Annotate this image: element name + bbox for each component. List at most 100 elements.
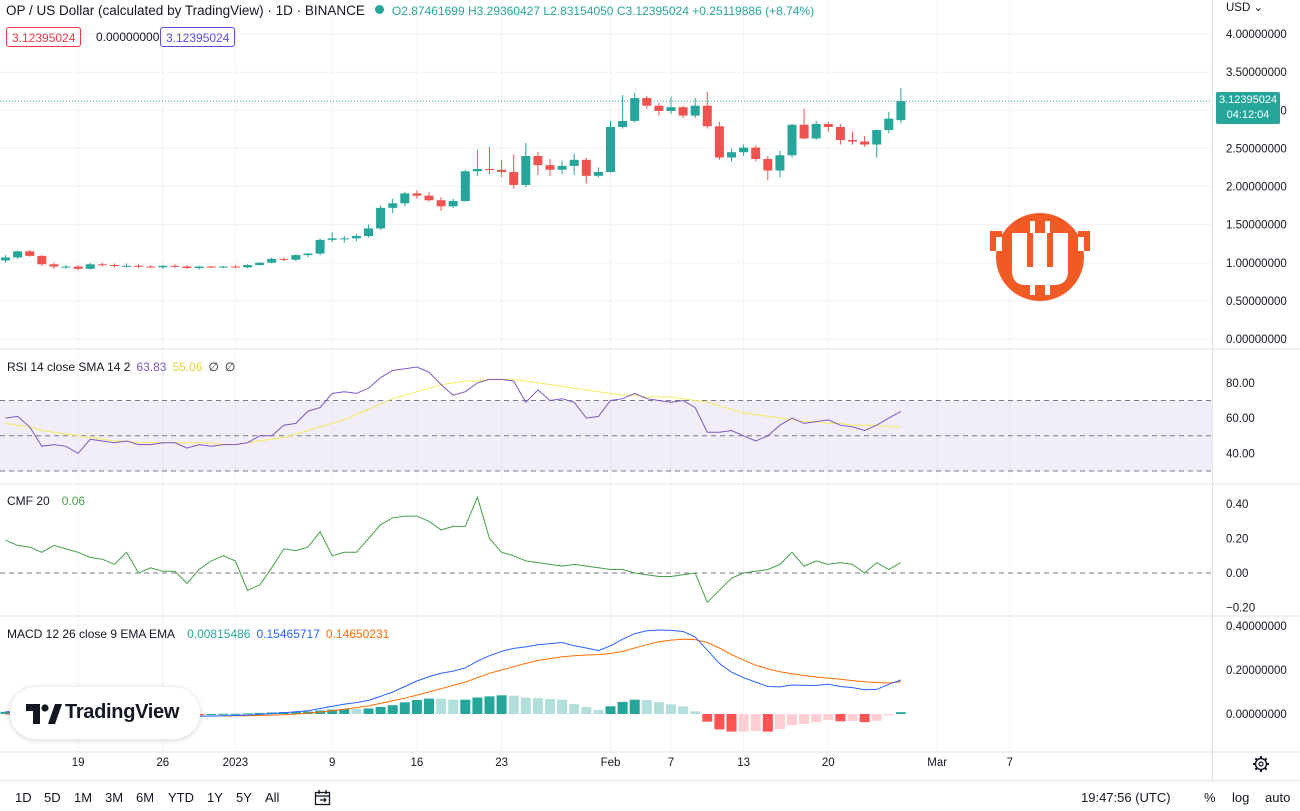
candle-body <box>872 130 882 145</box>
candle-body <box>472 168 482 172</box>
cmf-line <box>5 495 902 604</box>
candle-body <box>799 124 809 139</box>
macd-histogram-bar <box>448 699 459 714</box>
candle-body <box>739 147 749 153</box>
price-chip-neutral: 0.00000000 <box>96 30 160 44</box>
macd-histogram-bar <box>532 698 543 714</box>
macd-hist-value: 0.00815486 <box>187 627 251 641</box>
candle-body <box>521 156 531 185</box>
macd-histogram-bar <box>653 702 664 714</box>
rsi-tick-label: 60.00 <box>1226 413 1255 425</box>
gear-ring <box>1254 757 1268 771</box>
candle-body <box>690 105 700 116</box>
auto-toggle[interactable]: auto <box>1265 790 1291 805</box>
candle-body <box>37 255 47 265</box>
timeframe-all[interactable]: All <box>265 790 280 805</box>
macd-legend[interactable]: MACD 12 26 close 9 EMA EMA 0.00815486 0.15… <box>7 627 389 641</box>
macd-histogram-bar <box>399 702 410 714</box>
date-range-icon[interactable] <box>314 789 332 806</box>
macd-histogram-bar <box>617 701 628 714</box>
candle-body <box>412 193 422 196</box>
watermark-logo-icon <box>990 213 1090 301</box>
timeframe-5y[interactable]: 5Y <box>236 790 252 805</box>
macd-tick-label: 0.40000000 <box>1226 621 1287 633</box>
rsi-sma-value: 55.06 <box>172 360 203 374</box>
symbol-legend: OP / US Dollar (calculated by TradingVie… <box>6 3 814 18</box>
ohlc-open: O2.87461699 <box>391 4 465 18</box>
gear-hub <box>1258 761 1264 767</box>
tradingview-logo-icon <box>26 704 62 724</box>
macd-histogram-bar <box>726 714 737 732</box>
candle-body <box>327 238 337 240</box>
symbol-title[interactable]: OP / US Dollar (calculated by TradingVie… <box>6 3 365 18</box>
tradingview-logo[interactable]: TradingView <box>10 687 200 739</box>
macd-histogram-bar <box>411 699 422 714</box>
time-tick-label: 2023 <box>223 757 249 769</box>
rsi-sma-line <box>5 378 901 446</box>
tradingview-logo-text: TradingView <box>65 701 180 723</box>
macd-tick-label: 0.00000000 <box>1226 709 1287 721</box>
price-chip-blue[interactable]: 3.12395024 <box>160 27 236 47</box>
candle-body <box>823 123 833 128</box>
macd-title: MACD 12 26 close 9 EMA EMA <box>7 627 176 641</box>
macd-signal-value: 0.14650231 <box>325 627 390 641</box>
macd-histogram-bar <box>327 709 338 714</box>
candle-body <box>122 265 131 267</box>
rsi-tick-label: 80.00 <box>1226 378 1255 390</box>
clock-readout[interactable]: 19:47:56 (UTC) <box>1081 790 1171 805</box>
ohlc-change: +0.25119886 (+8.74%) <box>692 4 815 18</box>
macd-histogram-bar <box>823 714 834 721</box>
candle-body <box>545 165 555 170</box>
time-tick-label: 16 <box>411 757 424 769</box>
last-price-value: 3.12395024 <box>1218 94 1278 106</box>
price-tick-label: 4.00000000 <box>1226 29 1287 41</box>
rsi-na-2: ∅ <box>224 360 236 374</box>
macd-value: 0.15465717 <box>256 627 320 641</box>
candle-body <box>376 207 386 229</box>
rsi-title: RSI 14 close SMA 14 2 <box>7 360 131 374</box>
macd-histogram-bar <box>605 706 616 714</box>
macd-histogram-bar <box>472 697 483 714</box>
rsi-legend[interactable]: RSI 14 close SMA 14 2 63.83 55.06 ∅ ∅ <box>7 360 235 374</box>
percent-toggle[interactable]: % <box>1204 790 1216 805</box>
timeframe-1m[interactable]: 1M <box>74 790 93 805</box>
settings-gear-icon[interactable] <box>1253 756 1269 772</box>
candle-body <box>581 159 591 176</box>
cmf-tick-label: 0.40 <box>1226 499 1248 511</box>
candle-body <box>787 124 797 156</box>
macd-histogram-bar <box>641 700 652 714</box>
timeframe-6m[interactable]: 6M <box>136 790 155 805</box>
candle-body <box>678 107 688 116</box>
candle-body <box>618 120 628 128</box>
timeframe-1y[interactable]: 1Y <box>207 790 223 805</box>
time-tick-label: 9 <box>329 757 335 769</box>
currency-select[interactable]: USD ⌄ <box>1226 0 1263 14</box>
macd-histogram-bar <box>774 714 785 730</box>
candle-body <box>1 257 10 261</box>
macd-histogram-bar <box>436 698 447 714</box>
timeframe-5d[interactable]: 5D <box>44 790 61 805</box>
cmf-legend[interactable]: CMF 20 0.06 <box>7 494 85 508</box>
rsi-line <box>5 366 902 455</box>
time-tick-label: 19 <box>72 757 85 769</box>
time-tick-label: Mar <box>927 757 947 769</box>
price-tick-label: 1.50000000 <box>1226 220 1287 232</box>
bar-countdown: 04:12:04 <box>1226 109 1270 121</box>
timeframe-1d[interactable]: 1D <box>15 790 32 805</box>
candle-body <box>702 105 712 127</box>
macd-histogram-bar <box>484 696 495 714</box>
price-tick-label: 2.50000000 <box>1226 143 1287 155</box>
price-chip-red[interactable]: 3.12395024 <box>6 27 82 47</box>
candle-body <box>218 266 228 268</box>
candle-body <box>388 203 398 208</box>
candle-body <box>714 126 724 158</box>
timeframe-3m[interactable]: 3M <box>105 790 124 805</box>
macd-histogram-bar <box>496 695 507 714</box>
macd-histogram-bar <box>883 714 894 716</box>
log-toggle[interactable]: log <box>1232 790 1250 805</box>
rsi-na-1: ∅ <box>208 360 219 374</box>
timeframe-ytd[interactable]: YTD <box>168 790 194 805</box>
price-tick-label: 2.00000000 <box>1226 182 1287 194</box>
candle-body <box>49 264 59 267</box>
